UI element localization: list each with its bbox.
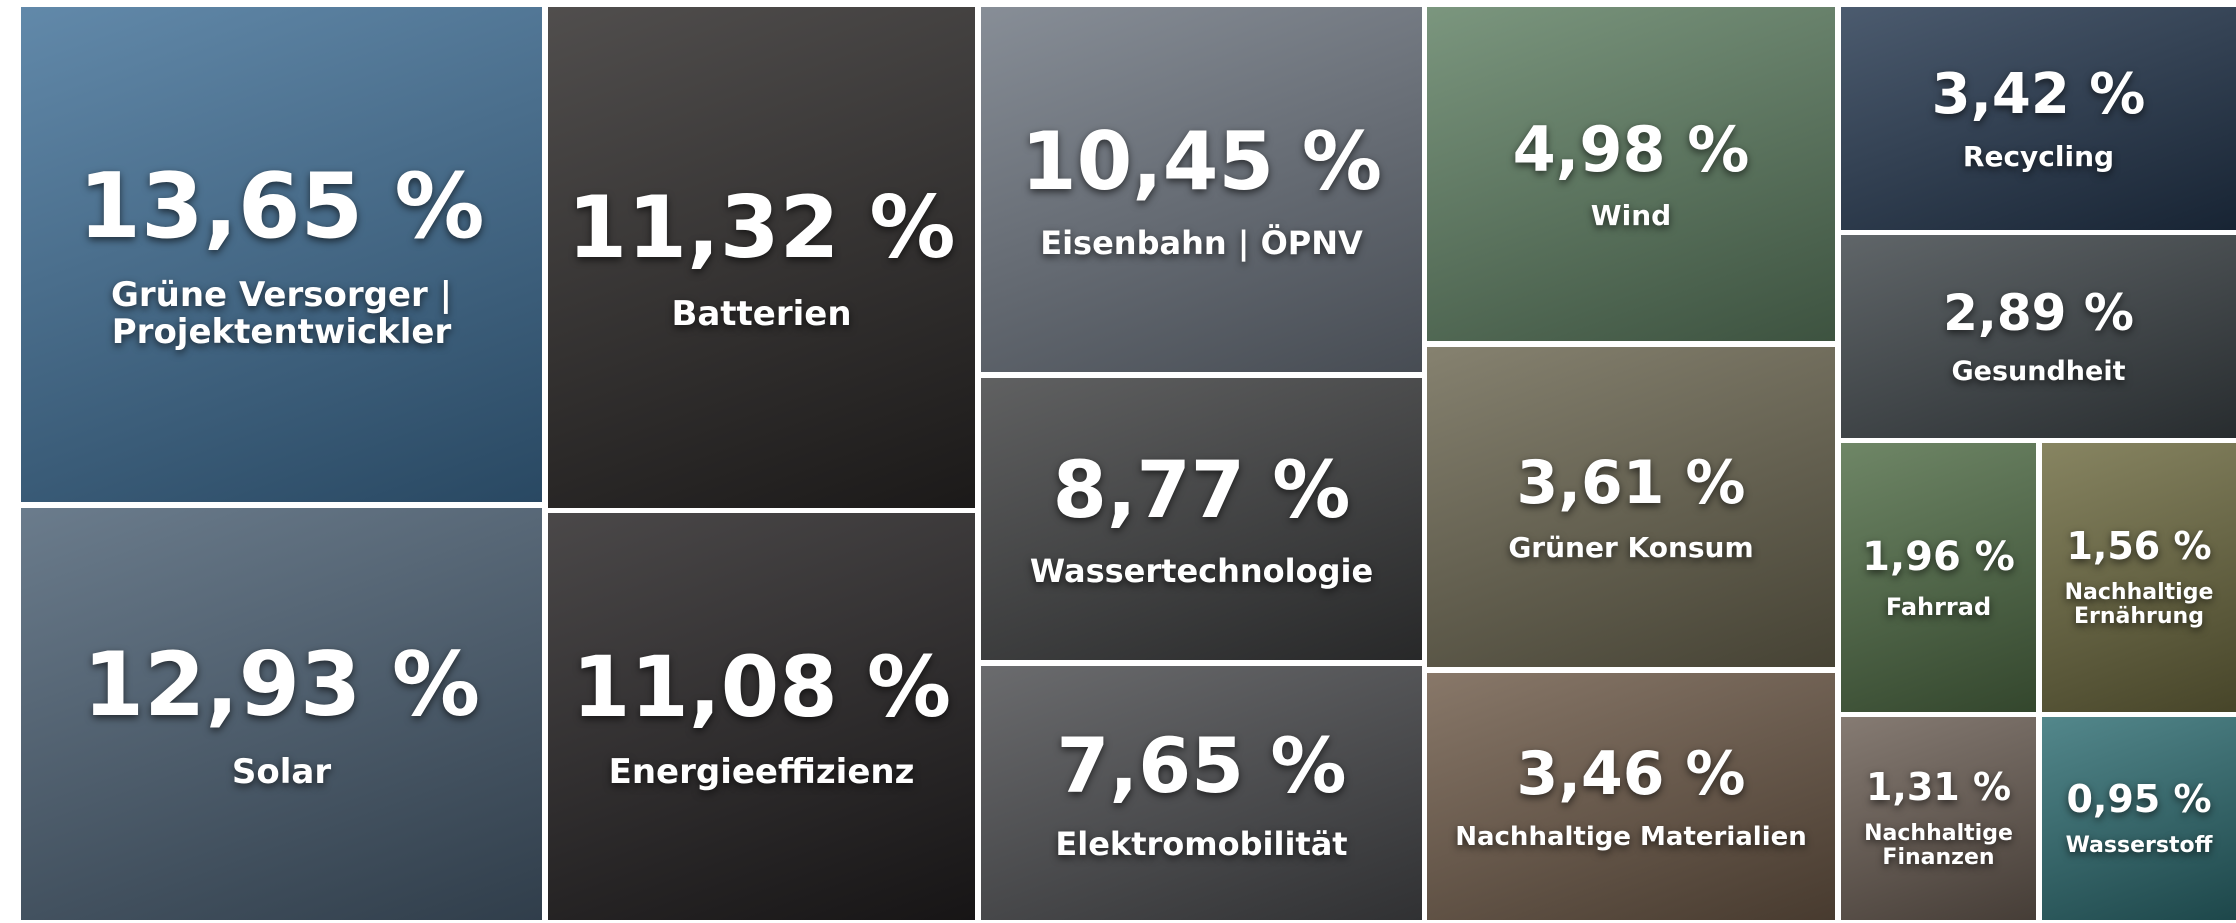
value-label: 10,45 % — [1020, 115, 1383, 209]
category-label: Wassertechnologie — [1029, 551, 1374, 590]
tile: 1,96 % Fahrrad — [1841, 443, 2036, 712]
tile: 11,08 % Energieeffizienz — [548, 513, 975, 920]
tile: 11,32 % Batterien — [548, 7, 975, 508]
category-label: Nachhaltige Finanzen — [1864, 820, 2013, 870]
category-label: Grüner Konsum — [1508, 531, 1754, 564]
tile: 1,56 % Nachhaltige Ernährung — [2042, 443, 2236, 712]
value-label: 0,95 % — [2066, 776, 2212, 821]
tile: 1,31 % Nachhaltige Finanzen — [1841, 717, 2036, 920]
value-label: 3,42 % — [1931, 61, 2146, 127]
category-label: Wasserstoff — [2065, 832, 2213, 858]
value-label: 1,96 % — [1862, 534, 2015, 581]
value-label: 7,65 % — [1056, 721, 1347, 811]
value-label: 11,32 % — [567, 178, 956, 279]
category-label: Eisenbahn | ÖPNV — [1040, 223, 1363, 262]
category-label: Batterien — [671, 294, 852, 335]
category-label: Energieeffizienz — [608, 752, 915, 793]
category-label: Elektromobilität — [1055, 824, 1348, 863]
tile: 3,46 % Nachhaltige Materialien — [1427, 673, 1835, 920]
value-label: 4,98 % — [1512, 113, 1750, 187]
tile: 13,65 % Grüne Versorger | Projektentwickl… — [21, 7, 542, 502]
category-label: Wind — [1590, 199, 1672, 233]
value-label: 3,61 % — [1516, 448, 1746, 519]
category-label: Gesundheit — [1951, 356, 2126, 388]
value-label: 8,77 % — [1052, 445, 1351, 536]
value-label: 13,65 % — [78, 154, 485, 260]
value-label: 12,93 % — [82, 632, 481, 736]
value-label: 1,31 % — [1865, 764, 2012, 809]
value-label: 1,56 % — [2066, 523, 2212, 568]
tile: 0,95 % Wasserstoff — [2042, 717, 2236, 920]
value-label: 2,89 % — [1943, 284, 2134, 343]
tile: 8,77 % Wassertechnologie — [981, 378, 1422, 660]
value-label: 3,46 % — [1516, 739, 1746, 810]
category-label: Recycling — [1962, 140, 2115, 174]
category-label: Fahrrad — [1885, 592, 1992, 621]
category-label: Solar — [231, 751, 332, 792]
tile: 4,98 % Wind — [1427, 7, 1835, 341]
tile: 12,93 % Solar — [21, 508, 542, 920]
tile: 10,45 % Eisenbahn | ÖPNV — [981, 7, 1422, 372]
tile: 3,61 % Grüner Konsum — [1427, 347, 1835, 667]
tile: 3,42 % Recycling — [1841, 7, 2236, 230]
value-label: 11,08 % — [571, 638, 952, 737]
category-label: Grüne Versorger | Projektentwickler — [110, 274, 453, 353]
tile: 2,89 % Gesundheit — [1841, 235, 2236, 438]
category-label: Nachhaltige Materialien — [1455, 822, 1807, 852]
category-label: Nachhaltige Ernährung — [2064, 579, 2214, 629]
tile: 7,65 % Elektromobilität — [981, 666, 1422, 920]
